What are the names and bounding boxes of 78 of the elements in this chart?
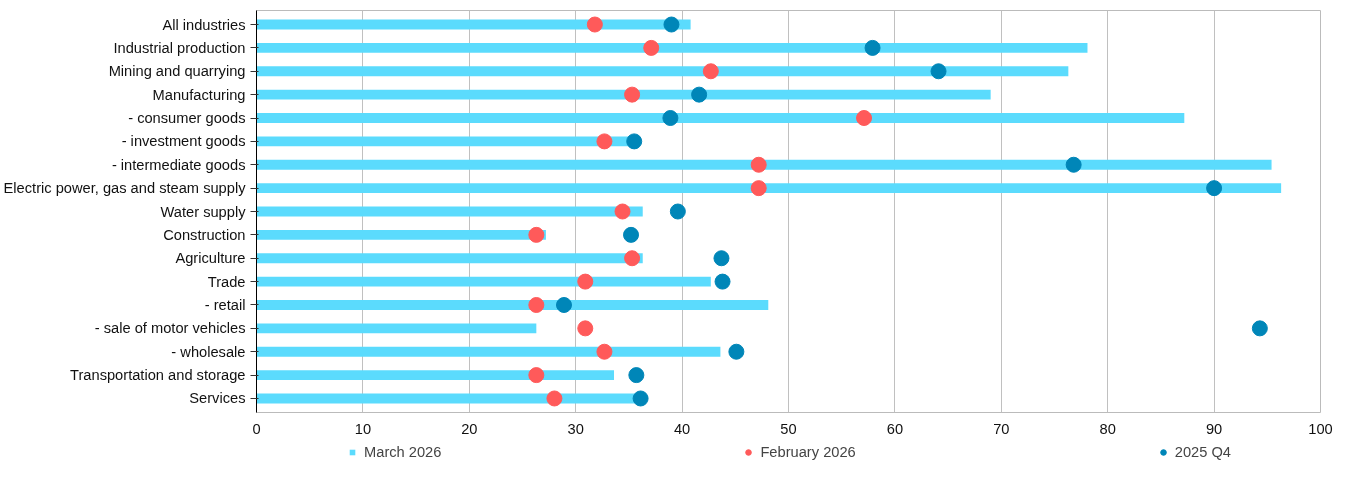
y-tick-label: All industries <box>162 16 246 33</box>
bar <box>256 346 721 357</box>
point <box>624 250 641 267</box>
bar <box>256 89 991 100</box>
point <box>669 203 686 220</box>
legend-label: February 2026 <box>760 444 856 460</box>
legend-label: 2025 Q4 <box>1174 444 1231 460</box>
bar <box>256 253 643 264</box>
bar <box>256 42 1088 53</box>
point <box>750 156 767 173</box>
point <box>632 390 649 407</box>
point <box>586 16 603 33</box>
point <box>623 226 640 243</box>
y-tick-label: Construction <box>163 226 246 243</box>
bar <box>256 276 711 287</box>
point <box>628 367 645 384</box>
point <box>713 250 730 267</box>
x-tick-label: 80 <box>1099 420 1116 437</box>
y-tick-label: - retail <box>204 296 246 313</box>
x-tick-label: 70 <box>993 420 1010 437</box>
point <box>614 203 631 220</box>
bar <box>256 183 1282 194</box>
x-tick-label: 60 <box>886 420 904 437</box>
bar <box>256 66 1069 77</box>
point <box>714 273 731 290</box>
y-tick-label: - wholesale <box>171 343 246 360</box>
y-tick-label: Industrial production <box>113 39 246 56</box>
y-tick-label: Electric power, gas and steam supply <box>3 180 247 197</box>
point <box>556 297 572 313</box>
y-tick-label: Agriculture <box>175 250 246 267</box>
point <box>702 63 719 80</box>
x-tick-label: 40 <box>673 420 691 437</box>
y-tick-label: Services <box>189 390 246 407</box>
point <box>750 180 767 197</box>
legend-label: March 2026 <box>364 444 442 460</box>
y-tick-label: Trade <box>207 273 246 290</box>
bar <box>256 323 537 334</box>
point <box>663 16 680 33</box>
x-tick-label: 30 <box>567 420 584 437</box>
point <box>596 133 613 150</box>
point <box>626 133 643 150</box>
y-tick-label: - investment goods <box>121 133 246 150</box>
point <box>596 343 613 360</box>
x-tick-label: 20 <box>461 420 478 437</box>
point <box>1065 156 1082 173</box>
bar <box>256 370 614 381</box>
point <box>691 86 708 103</box>
x-tick-label: 50 <box>780 420 797 437</box>
bar <box>256 229 546 240</box>
point <box>662 110 679 126</box>
x-tick-label: 0 <box>252 420 261 437</box>
point <box>546 390 563 407</box>
point <box>577 273 594 290</box>
bar <box>256 159 1272 170</box>
point <box>856 110 873 126</box>
point <box>624 86 641 103</box>
bar <box>256 113 1185 123</box>
y-tick-label: - intermediate goods <box>111 156 246 173</box>
point <box>1251 320 1268 337</box>
point <box>930 63 947 80</box>
point <box>528 297 545 313</box>
point <box>528 367 545 384</box>
y-tick-label: - consumer goods <box>128 110 246 127</box>
point <box>864 39 881 56</box>
y-tick-label: Transportation and storage <box>70 367 246 384</box>
x-tick-label: 100 <box>1308 420 1333 437</box>
point <box>1206 180 1223 197</box>
point <box>728 343 745 360</box>
point <box>643 39 660 56</box>
y-tick-label: Water supply <box>160 203 247 220</box>
y-tick-label: - sale of motor vehicles <box>94 320 246 337</box>
bar <box>256 300 769 310</box>
x-tick-label: 10 <box>354 420 372 437</box>
x-tick-label: 90 <box>1205 420 1223 437</box>
point <box>577 320 594 337</box>
point <box>528 226 545 243</box>
y-tick-label: Manufacturing <box>152 86 246 103</box>
y-tick-label: Mining and quarrying <box>108 63 246 80</box>
